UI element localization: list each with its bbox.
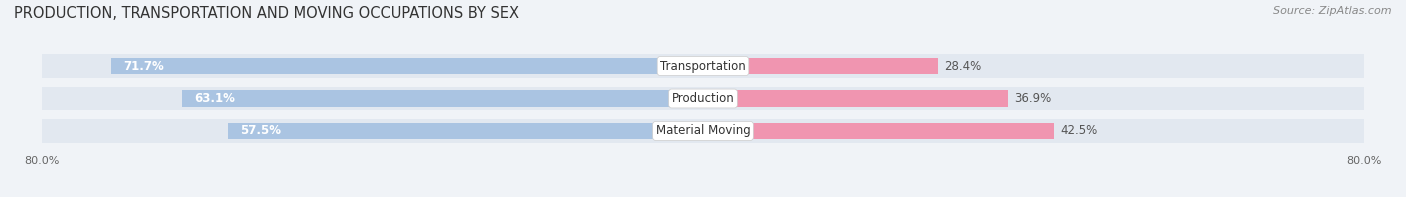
Bar	[181, 90, 703, 107]
Bar	[42, 87, 703, 110]
Bar	[703, 119, 1364, 143]
Text: Production: Production	[672, 92, 734, 105]
Bar	[111, 58, 703, 74]
Text: PRODUCTION, TRANSPORTATION AND MOVING OCCUPATIONS BY SEX: PRODUCTION, TRANSPORTATION AND MOVING OC…	[14, 6, 519, 21]
Text: 71.7%: 71.7%	[124, 59, 165, 72]
Text: Transportation: Transportation	[661, 59, 745, 72]
Text: 28.4%: 28.4%	[945, 59, 981, 72]
Bar	[42, 119, 703, 143]
Text: 63.1%: 63.1%	[194, 92, 235, 105]
Legend: Male, Female: Male, Female	[636, 193, 770, 197]
Bar	[703, 58, 938, 74]
Text: Source: ZipAtlas.com: Source: ZipAtlas.com	[1274, 6, 1392, 16]
Text: 42.5%: 42.5%	[1060, 125, 1098, 138]
Text: 57.5%: 57.5%	[240, 125, 281, 138]
Bar	[42, 54, 703, 78]
Bar	[703, 123, 1054, 139]
Text: Material Moving: Material Moving	[655, 125, 751, 138]
Bar	[228, 123, 703, 139]
Bar	[703, 90, 1008, 107]
Bar	[703, 87, 1364, 110]
Text: 36.9%: 36.9%	[1014, 92, 1052, 105]
Bar	[703, 54, 1364, 78]
